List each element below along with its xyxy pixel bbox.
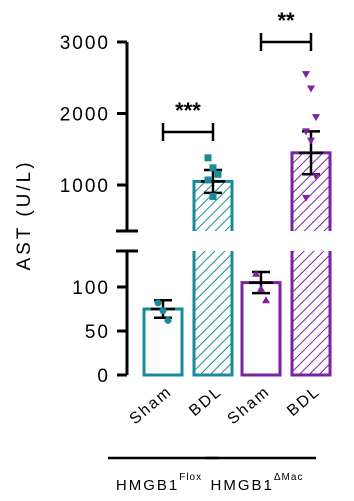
point-2-2 <box>262 296 270 304</box>
bar-lower-1 <box>192 251 234 377</box>
y-axis-ticks: 0 50 100 1000 2000 3000 <box>60 33 127 387</box>
group-labels: HMGB1Flox HMGB1ΔMac <box>108 456 316 494</box>
y-tick-label-2000: 2000 <box>60 105 110 126</box>
point-1-3 <box>204 176 212 184</box>
point-3-1 <box>307 85 315 93</box>
y-tick-label-50: 50 <box>85 322 110 343</box>
y-tick-label-1000: 1000 <box>60 176 110 197</box>
y-tick-label-100: 100 <box>72 278 110 299</box>
point-3-2 <box>312 114 320 122</box>
point-1-4 <box>209 192 217 200</box>
category-label-3: BDL <box>284 383 323 420</box>
bar-2 <box>240 281 282 377</box>
point-0-0 <box>154 299 162 307</box>
point-1-2 <box>214 170 222 178</box>
point-3-0 <box>302 71 310 79</box>
point-3-4 <box>307 137 315 145</box>
category-label-2: Sham <box>224 383 273 428</box>
y-tick-label-0: 0 <box>97 366 110 387</box>
sig-label-1: ** <box>277 8 295 33</box>
axis-break-marks <box>116 229 138 253</box>
category-label-0: Sham <box>126 383 175 428</box>
point-1-1 <box>209 164 217 172</box>
point-3-3 <box>302 128 310 136</box>
point-1-0 <box>204 154 212 162</box>
y-tick-label-3000: 3000 <box>60 33 110 54</box>
point-3-6 <box>302 194 310 202</box>
point-2-1 <box>257 284 265 292</box>
point-0-2 <box>164 316 172 324</box>
point-3-5 <box>312 173 320 181</box>
bar-lower-3 <box>290 251 332 377</box>
category-label-1: BDL <box>186 383 225 420</box>
point-0-1 <box>159 307 167 315</box>
data-points <box>154 71 320 324</box>
y-axis-title: AST (U/L) <box>14 159 35 270</box>
group-label-1: HMGB1ΔMac <box>211 472 304 494</box>
bars-lower-segment <box>142 251 332 377</box>
group-label-0: HMGB1Flox <box>116 472 202 494</box>
point-2-0 <box>252 269 260 277</box>
significance-brackets: ***** <box>161 8 313 141</box>
sig-label-0: *** <box>175 98 201 123</box>
